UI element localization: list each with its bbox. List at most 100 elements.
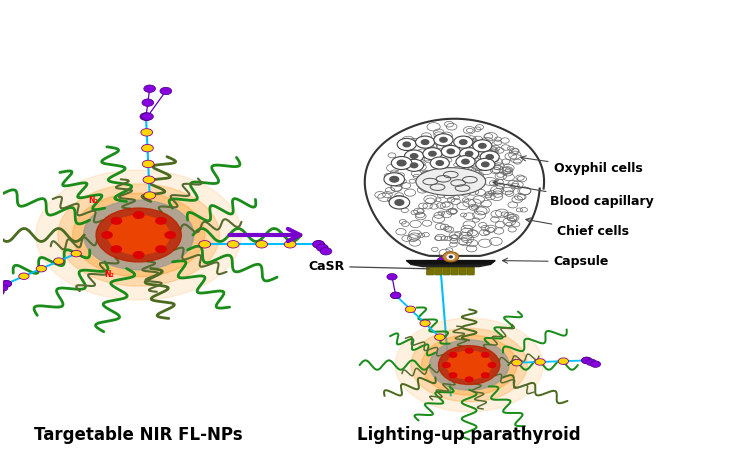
Circle shape (102, 232, 112, 238)
Circle shape (406, 306, 416, 313)
Circle shape (73, 193, 205, 277)
Text: Chief cells: Chief cells (526, 218, 629, 238)
Circle shape (411, 163, 418, 168)
Circle shape (0, 285, 8, 291)
Circle shape (482, 352, 489, 357)
Circle shape (480, 151, 500, 163)
Circle shape (420, 320, 430, 327)
Polygon shape (406, 260, 495, 264)
FancyBboxPatch shape (426, 264, 434, 275)
Circle shape (1, 281, 12, 287)
Circle shape (436, 161, 443, 165)
Circle shape (108, 215, 169, 255)
Circle shape (428, 151, 436, 156)
Circle shape (423, 148, 442, 160)
Circle shape (422, 335, 517, 395)
Circle shape (411, 154, 418, 158)
Circle shape (439, 345, 500, 384)
Circle shape (384, 173, 405, 186)
Circle shape (460, 148, 479, 160)
Circle shape (591, 361, 601, 368)
Circle shape (460, 140, 467, 144)
Circle shape (0, 289, 4, 295)
Circle shape (437, 257, 450, 265)
Circle shape (454, 136, 473, 148)
Circle shape (391, 157, 412, 170)
Circle shape (411, 328, 528, 402)
Circle shape (397, 160, 406, 166)
Circle shape (111, 246, 121, 252)
Circle shape (403, 142, 411, 147)
Circle shape (36, 170, 241, 300)
Circle shape (447, 351, 491, 379)
Circle shape (582, 357, 592, 364)
Circle shape (53, 258, 64, 265)
Circle shape (160, 87, 172, 95)
Circle shape (227, 241, 239, 248)
Circle shape (586, 359, 596, 366)
Circle shape (141, 129, 152, 136)
Circle shape (535, 359, 545, 365)
Circle shape (143, 176, 155, 183)
Circle shape (486, 155, 494, 159)
Circle shape (395, 318, 543, 412)
Circle shape (397, 138, 417, 150)
Circle shape (1, 281, 12, 287)
Circle shape (387, 274, 397, 280)
Circle shape (141, 113, 153, 120)
Circle shape (421, 140, 428, 144)
FancyBboxPatch shape (467, 264, 474, 275)
Circle shape (429, 340, 509, 390)
Circle shape (165, 232, 175, 238)
Circle shape (144, 85, 155, 93)
Circle shape (440, 137, 447, 142)
Circle shape (405, 150, 423, 162)
Circle shape (156, 246, 166, 252)
Circle shape (58, 184, 220, 286)
Circle shape (416, 136, 434, 148)
Text: Oxyphil cells: Oxyphil cells (521, 156, 642, 175)
FancyBboxPatch shape (451, 264, 458, 275)
Circle shape (405, 159, 423, 172)
Circle shape (482, 162, 489, 167)
Text: Lighting-up parathyroid: Lighting-up parathyroid (357, 426, 581, 444)
Text: Capsule: Capsule (502, 255, 609, 268)
Circle shape (582, 357, 592, 364)
Circle shape (313, 241, 324, 248)
Circle shape (111, 218, 121, 224)
Circle shape (447, 149, 454, 154)
Circle shape (96, 208, 181, 262)
Polygon shape (365, 119, 544, 256)
Circle shape (465, 377, 473, 382)
Circle shape (482, 373, 489, 377)
Circle shape (142, 160, 154, 168)
Circle shape (389, 196, 410, 209)
Circle shape (479, 143, 486, 148)
Text: N₂: N₂ (104, 270, 114, 279)
Text: Blood capillary: Blood capillary (493, 180, 653, 208)
Circle shape (447, 255, 454, 259)
Text: CaSR: CaSR (308, 260, 430, 273)
Circle shape (441, 145, 460, 157)
Circle shape (140, 113, 152, 120)
Circle shape (512, 360, 522, 366)
Circle shape (434, 134, 453, 146)
FancyBboxPatch shape (459, 264, 466, 275)
Text: N₂: N₂ (88, 196, 98, 204)
Circle shape (84, 200, 194, 270)
Circle shape (141, 144, 153, 152)
Circle shape (284, 241, 296, 248)
Circle shape (395, 200, 404, 205)
Circle shape (488, 363, 496, 368)
Circle shape (133, 252, 144, 258)
Circle shape (71, 251, 81, 257)
Circle shape (449, 373, 457, 377)
Circle shape (140, 113, 152, 120)
Circle shape (317, 244, 328, 251)
Circle shape (462, 159, 469, 164)
Circle shape (558, 358, 568, 364)
Circle shape (443, 363, 450, 368)
Circle shape (465, 348, 473, 353)
Circle shape (142, 99, 154, 106)
Circle shape (391, 292, 401, 298)
